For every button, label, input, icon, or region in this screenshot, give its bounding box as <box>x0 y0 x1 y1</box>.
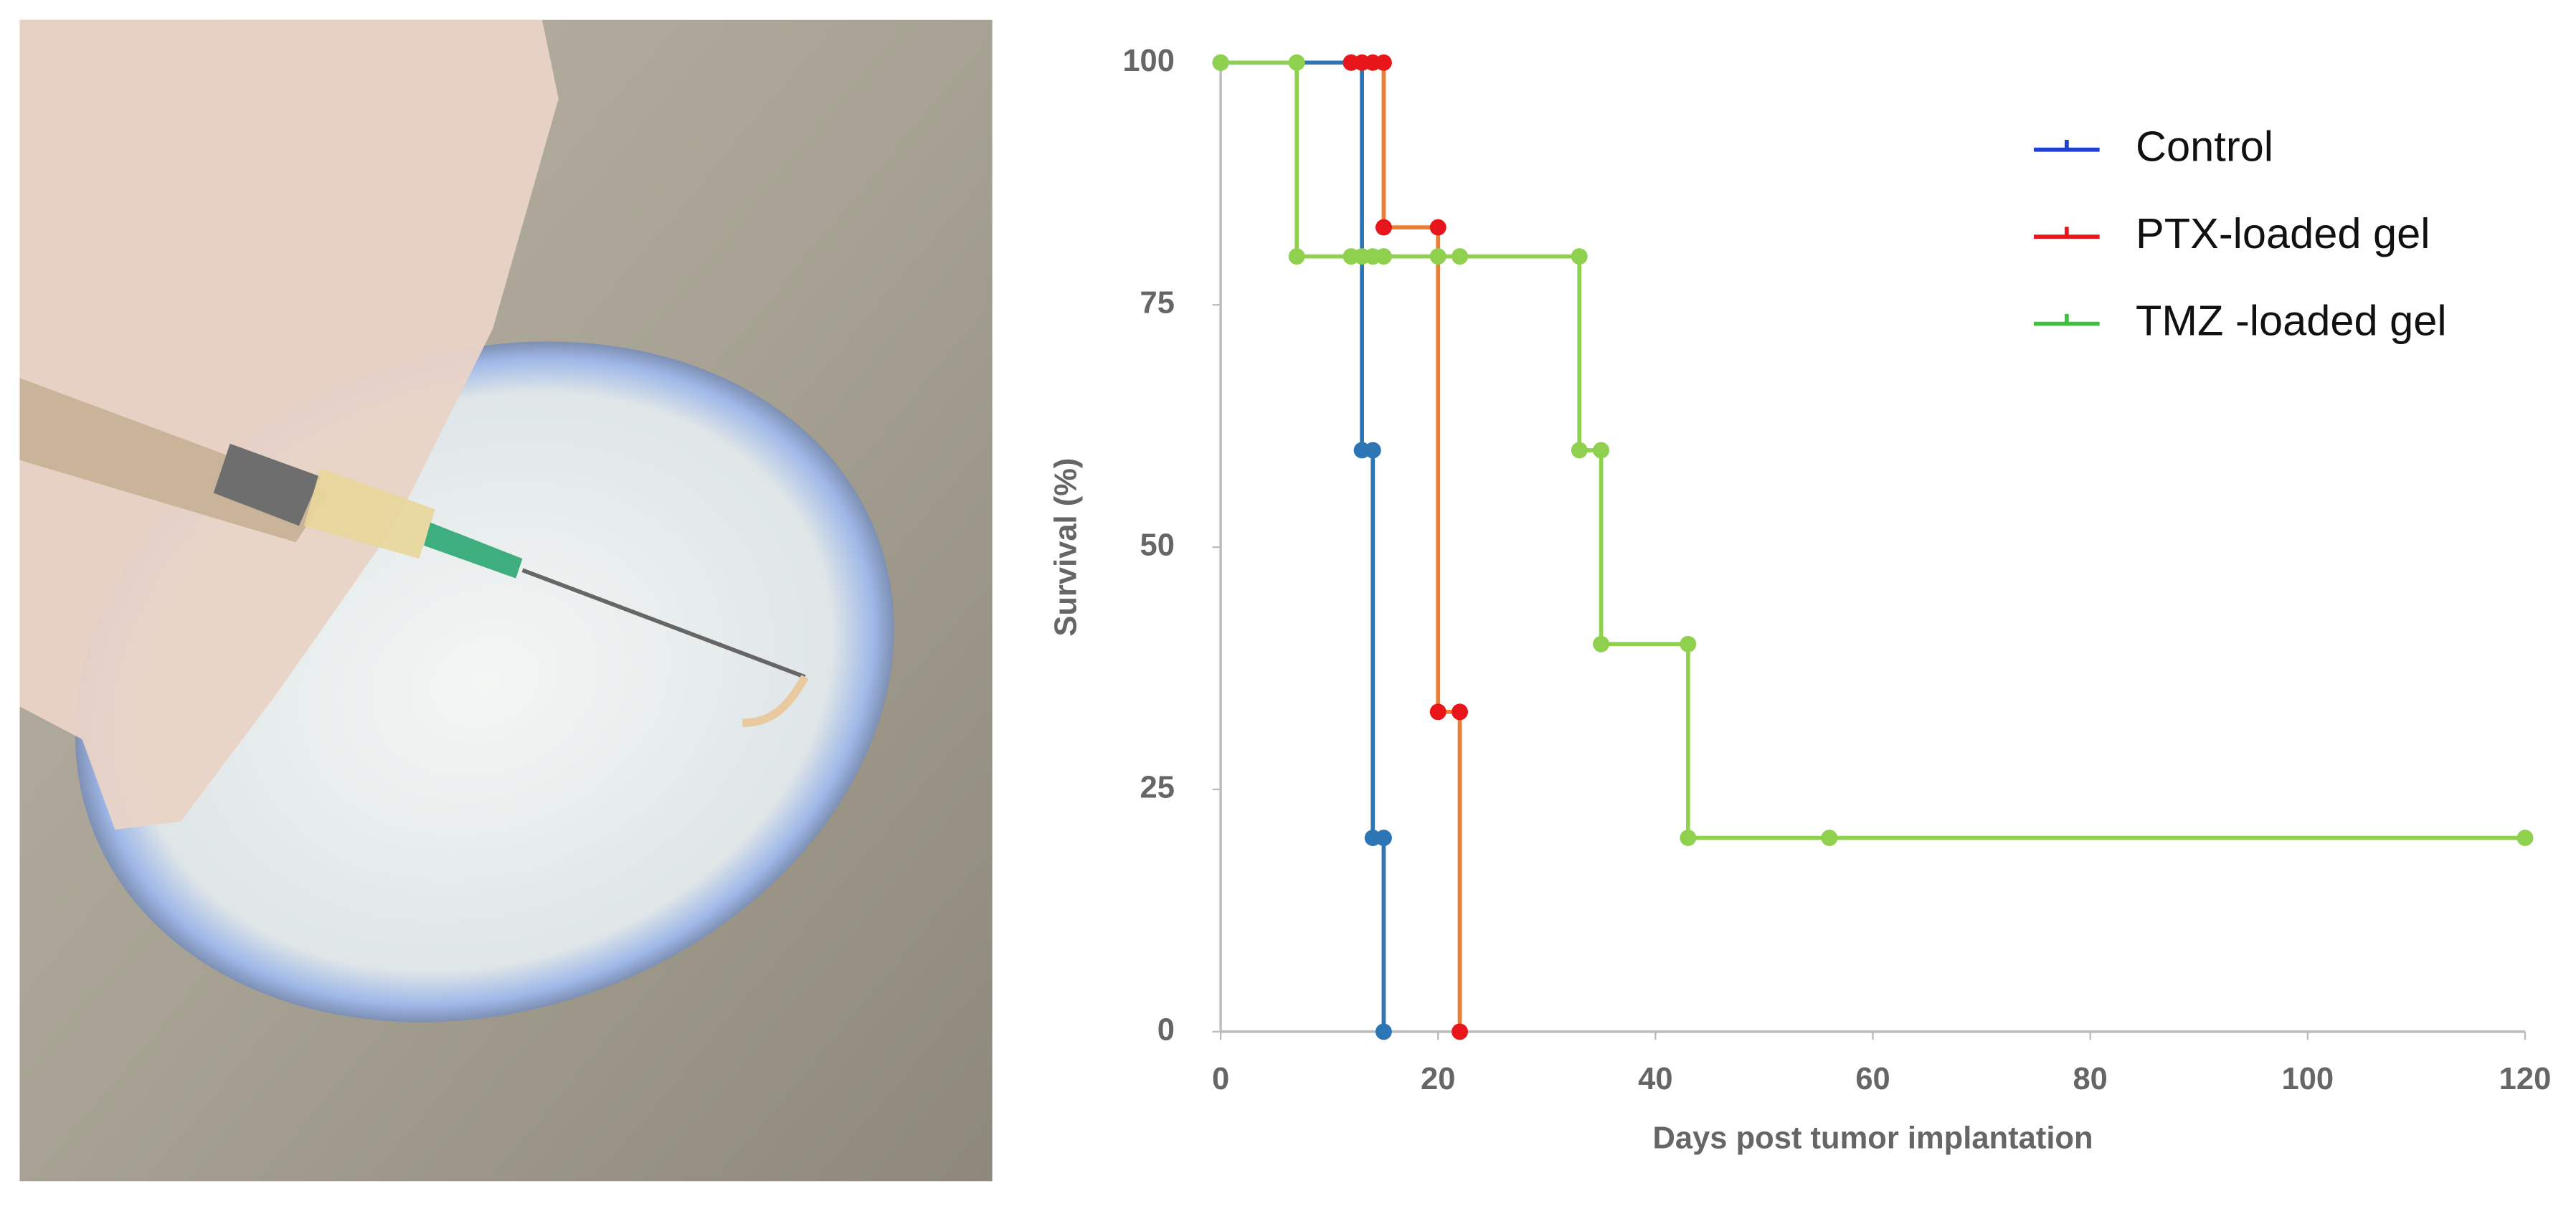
x-tick-label: 60 <box>1855 1062 1890 1096</box>
x-tick-label: 100 <box>2282 1062 2334 1096</box>
survival-point <box>1571 442 1588 459</box>
survival-point <box>1375 1023 1392 1040</box>
survival-point <box>1452 248 1468 265</box>
survival-point <box>1375 248 1392 265</box>
survival-point <box>1364 442 1381 459</box>
survival-point <box>1429 248 1446 265</box>
survival-point <box>1452 703 1468 721</box>
survival-point <box>1571 248 1588 265</box>
x-axis-title: Days post tumor implantation <box>1652 1121 2093 1156</box>
y-tick-label: 25 <box>1140 771 1175 805</box>
legend-label: Control <box>2136 122 2273 170</box>
survival-point <box>1375 830 1392 847</box>
x-tick-label: 120 <box>2499 1062 2552 1096</box>
x-tick-label: 0 <box>1212 1062 1229 1096</box>
x-tick-label: 20 <box>1421 1062 1455 1096</box>
y-tick-label: 50 <box>1140 528 1175 563</box>
y-axis-title: Survival (%) <box>1049 458 1084 637</box>
y-tick-label: 0 <box>1157 1012 1175 1047</box>
photo <box>19 19 993 1182</box>
survival-point <box>1429 703 1446 721</box>
survival-point <box>1680 635 1697 652</box>
y-tick-label: 100 <box>1122 44 1175 78</box>
survival-line <box>1221 60 1386 1032</box>
survival-point <box>1821 830 1838 847</box>
survival-point <box>1593 635 1610 652</box>
survival-point <box>1429 219 1446 236</box>
survival-line <box>1350 60 1462 1032</box>
plot-area: Days post tumor implantation Survival (%… <box>1049 458 2093 1156</box>
y-tick-label: 75 <box>1140 286 1175 321</box>
legend-label: TMZ -loaded gel <box>2136 296 2447 344</box>
x-tick-label: 80 <box>2073 1062 2107 1096</box>
survival-point <box>1452 1023 1468 1040</box>
survival-point <box>1375 54 1392 71</box>
survival-point <box>1212 54 1229 71</box>
survival-point <box>1288 248 1305 265</box>
survival-point <box>1593 442 1610 459</box>
x-tick-label: 40 <box>1638 1062 1672 1096</box>
survival-line <box>1221 60 2525 840</box>
survival-point <box>1288 54 1305 71</box>
survival-point <box>1680 830 1697 847</box>
legend-label: PTX-loaded gel <box>2136 209 2430 257</box>
survival-point <box>1375 219 1392 236</box>
survival-point <box>2516 830 2534 847</box>
